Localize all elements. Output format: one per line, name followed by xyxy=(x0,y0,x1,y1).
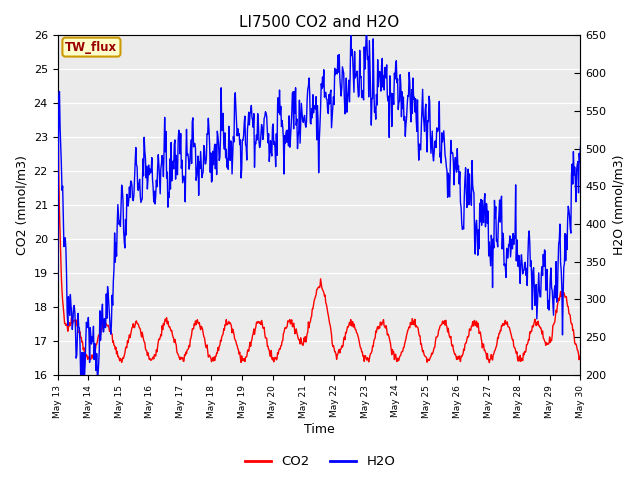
Title: LI7500 CO2 and H2O: LI7500 CO2 and H2O xyxy=(239,15,399,30)
Y-axis label: CO2 (mmol/m3): CO2 (mmol/m3) xyxy=(15,155,28,255)
X-axis label: Time: Time xyxy=(303,423,334,436)
Y-axis label: H2O (mmol/m3): H2O (mmol/m3) xyxy=(612,155,625,255)
Legend: CO2, H2O: CO2, H2O xyxy=(239,450,401,473)
Text: TW_flux: TW_flux xyxy=(65,41,118,54)
